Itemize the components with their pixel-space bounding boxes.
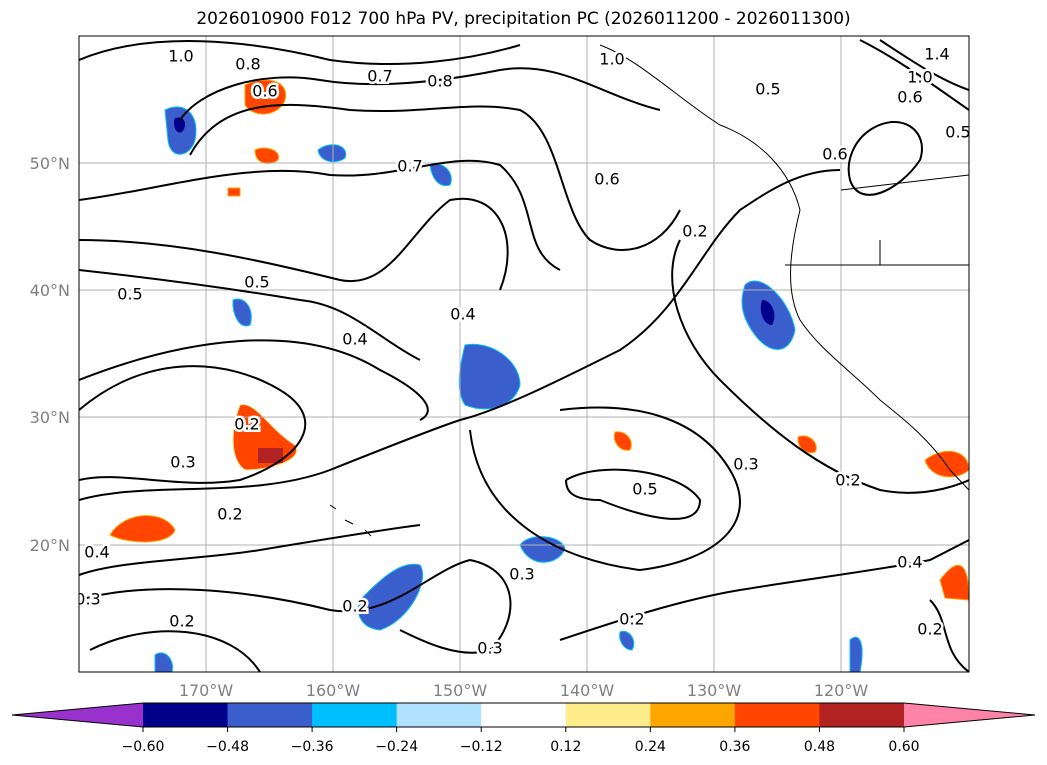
contour-label: 0.4 (897, 553, 922, 572)
lon-label: 160°W (306, 681, 361, 700)
contour-label: 0.5 (632, 480, 657, 499)
contour-label: 0.2 (217, 505, 242, 524)
contour-label: 0.2 (234, 415, 259, 434)
precip-negative-blob (619, 630, 635, 651)
colorbar-segment (734, 703, 820, 727)
lon-label: 120°W (814, 681, 869, 700)
precip-positive-blob (613, 431, 632, 451)
colorbar-tick-label: 0.60 (888, 739, 919, 755)
contour-label: 0.5 (755, 80, 780, 99)
contour-label: 0.3 (75, 590, 100, 609)
lat-label: 50°N (30, 154, 70, 173)
colorbar-segment (312, 703, 398, 727)
colorbar-tick-label: 0.48 (804, 739, 835, 755)
contour-label: 0.2 (342, 597, 367, 616)
contour-label: 0.3 (170, 453, 195, 472)
lat-label: 20°N (30, 536, 70, 555)
lat-label: 30°N (30, 408, 70, 427)
colorbar-segment (819, 703, 905, 727)
contour-label: 0.2 (619, 610, 644, 629)
lon-label: 140°W (560, 681, 615, 700)
precip-positive-core (258, 448, 283, 463)
contour-label: 1.0 (599, 50, 624, 69)
contour-label: 0.5 (117, 285, 142, 304)
contour-label: 0.2 (917, 620, 942, 639)
map-frame (78, 35, 970, 673)
contour-label: 0.2 (835, 471, 860, 490)
precip-negative-blob (849, 636, 863, 672)
gridlines (79, 36, 969, 672)
precip-blobs (109, 79, 969, 672)
contour-label: 0.4 (342, 330, 367, 349)
contour-label: 0.7 (397, 157, 422, 176)
colorbar-segment (650, 703, 736, 727)
colorbar-segment (481, 703, 567, 727)
precip-positive-blob (227, 187, 241, 197)
precip-negative-core (173, 117, 186, 133)
colorbar-tick-label: −0.12 (460, 739, 503, 755)
precip-negative-blob (232, 298, 252, 327)
precip-positive-blob (254, 147, 280, 164)
colorbar-segment (227, 703, 313, 727)
precip-positive-blob (924, 450, 969, 478)
contour-label: 0.8 (235, 55, 260, 74)
contour-label: 0.6 (897, 88, 922, 107)
colorbar: −0.60 −0.48 −0.36 −0.24 −0.12 0.12 0.24 0.36 0.4… (11, 702, 1036, 755)
contour-label: 0.6 (252, 82, 277, 101)
contour-label: 0.3 (509, 565, 534, 584)
contour-label: 0.2 (169, 612, 194, 631)
colorbar-tick-label: −0.48 (206, 739, 249, 755)
precip-negative-blob (458, 343, 521, 410)
precip-negative-core (760, 300, 775, 325)
contour-label: 0.3 (477, 639, 502, 658)
lon-label: 150°W (433, 681, 488, 700)
precip-negative-blob (519, 536, 566, 563)
colorbar-tick-label: −0.60 (122, 739, 165, 755)
contour-label: 0.5 (244, 273, 269, 292)
precip-negative-blob (154, 652, 174, 672)
colorbar-tick-label: −0.36 (291, 739, 334, 755)
lon-label: 170°W (179, 681, 234, 700)
contour-label: 0.5 (945, 123, 970, 142)
colorbar-segment (143, 703, 229, 727)
coastlines (329, 44, 969, 537)
contour-label: 1.0 (168, 47, 193, 66)
lon-label: 130°W (687, 681, 742, 700)
contour-label: 0.6 (594, 170, 619, 189)
contour-label: 0.2 (682, 222, 707, 241)
map-title: 2026010900 F012 700 hPa PV, precipitatio… (196, 9, 851, 29)
precip-negative-blob (429, 163, 452, 187)
precip-positive-blob (939, 564, 969, 601)
colorbar-extend-high (904, 703, 1035, 727)
pv-contours (79, 39, 969, 672)
colorbar-extend-low (12, 703, 143, 727)
colorbar-tick-label: 0.36 (719, 739, 750, 755)
contour-label: 0.4 (450, 305, 475, 324)
colorbar-tick-label: 0.12 (550, 739, 581, 755)
contour-labels: 1.0 0.8 0.6 0.7 0.8 1.0 0.5 1.4 1.0 0.6 … (75, 42, 970, 660)
precip-positive-blob (109, 515, 176, 543)
contour-label: 0.4 (84, 543, 109, 562)
lon-axis-labels: 170°W 160°W 150°W 140°W 130°W 120°W (179, 681, 869, 700)
colorbar-segment (565, 703, 651, 727)
precip-positive-blob (797, 435, 817, 454)
colorbar-segment (396, 703, 482, 727)
contour-label: 1.4 (924, 45, 949, 64)
contour-label: 1.0 (907, 68, 932, 87)
contour-label: 0.3 (733, 455, 758, 474)
precip-negative-blob (357, 563, 424, 631)
colorbar-tick-label: 0.24 (635, 739, 666, 755)
lat-label: 40°N (30, 281, 70, 300)
contour-label: 0.7 (367, 67, 392, 86)
colorbar-tick-label: −0.24 (375, 739, 418, 755)
contour-label: 0.8 (427, 72, 452, 91)
lat-axis-labels: 50°N 40°N 30°N 20°N (30, 154, 70, 555)
contour-label: 0.6 (822, 145, 847, 164)
precip-negative-blob (317, 144, 347, 163)
